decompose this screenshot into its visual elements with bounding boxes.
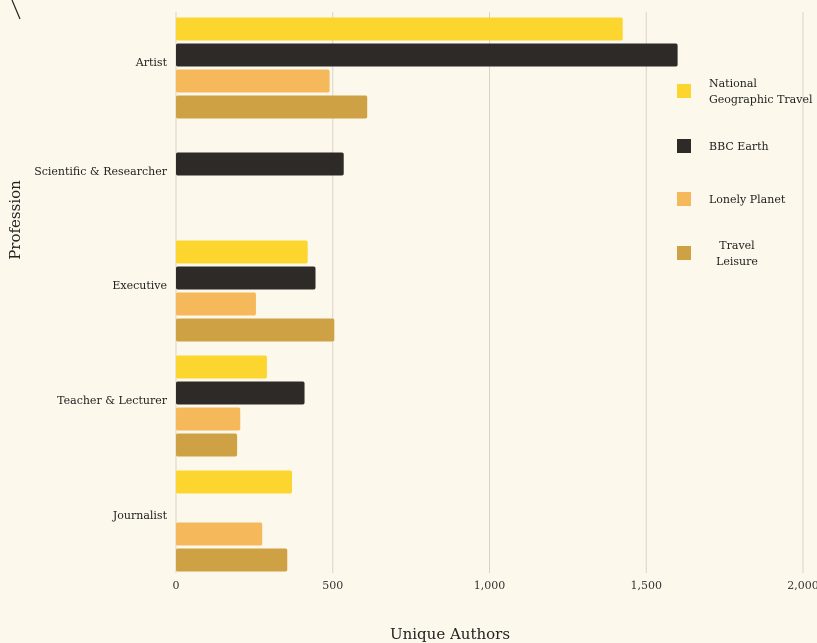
- x-tick-label-2: 1,000: [474, 579, 506, 592]
- bar-0-1: [176, 43, 678, 67]
- legend-swatch-3: [677, 246, 691, 260]
- bar-4-3: [176, 548, 288, 572]
- category-label-2: Executive: [112, 279, 167, 292]
- x-tick-label-0: 0: [173, 579, 180, 592]
- x-tick-label-4: 2,000: [787, 579, 817, 592]
- legend-item-1: BBC Earth: [677, 139, 769, 153]
- bar-3-1: [176, 381, 305, 405]
- bar-2-1: [176, 266, 316, 290]
- legend-label-0-0: National: [709, 77, 757, 90]
- legend-label-0-1: Geographic Travel: [709, 93, 813, 106]
- legend-item-2: Lonely Planet: [677, 192, 786, 206]
- legend-label-3-1: Leisure: [716, 255, 758, 268]
- bar-0-0: [176, 17, 623, 41]
- bar-4-0: [176, 470, 292, 494]
- category-label-3: Teacher & Lecturer: [57, 394, 168, 407]
- legend-swatch-2: [677, 192, 691, 206]
- bar-3-0: [176, 355, 267, 379]
- x-tick-label-1: 500: [322, 579, 343, 592]
- x-tick-label-3: 1,500: [631, 579, 663, 592]
- bar-3-2: [176, 407, 241, 431]
- legend-label-3-0: Travel: [719, 239, 755, 252]
- x-axis-ticks: 0 500 1,000 1,500 2,000: [173, 579, 817, 592]
- legend-item-0: National Geographic Travel: [677, 77, 813, 106]
- category-label-1: Scientific & Researcher: [34, 165, 168, 178]
- bar-2-3: [176, 318, 335, 342]
- bar-0-3: [176, 95, 368, 119]
- y-axis-categories: Artist Scientific & Researcher Executive Te…: [11, 0, 168, 522]
- legend-swatch-0: [677, 84, 691, 98]
- legend-swatch-1: [677, 139, 691, 153]
- bar-3-3: [176, 433, 238, 457]
- category-label-0: Artist: [135, 56, 168, 69]
- category-label-4: Journalist: [112, 509, 168, 522]
- bar-2-0: [176, 240, 308, 264]
- legend-label-2-0: Lonely Planet: [709, 193, 786, 206]
- legend: National Geographic Travel BBC Earth Lonely…: [677, 77, 813, 268]
- legend-label-1-0: BBC Earth: [709, 140, 769, 153]
- bar-1-1: [176, 152, 344, 176]
- y-axis-title: Profession: [6, 180, 24, 260]
- bar-4-2: [176, 522, 263, 546]
- x-axis-title: Unique Authors: [390, 625, 510, 643]
- bars: [176, 17, 678, 572]
- bar-0-2: [176, 69, 330, 93]
- corner-stroke: [11, 0, 21, 20]
- legend-item-3: Travel Leisure: [677, 239, 758, 268]
- bar-2-2: [176, 292, 256, 316]
